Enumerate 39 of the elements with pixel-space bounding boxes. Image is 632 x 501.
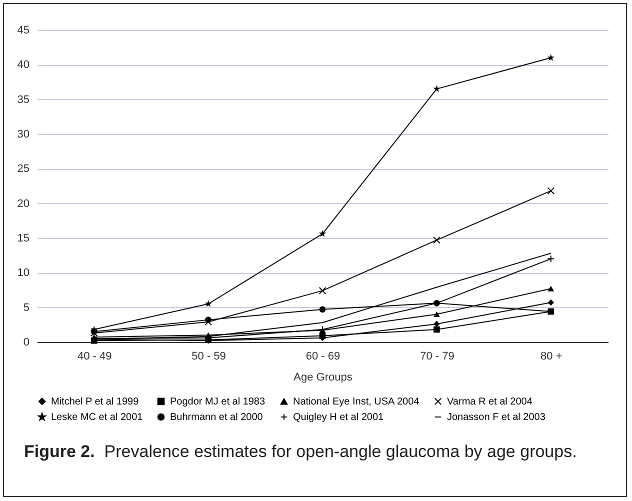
legend-label: Quigley H et al 2001 — [293, 412, 384, 423]
point — [548, 286, 554, 292]
y-tick-label: 30 — [17, 128, 30, 140]
legend-label: Varma R et al 2004 — [447, 396, 533, 408]
y-tick-label: 40 — [17, 59, 30, 72]
x-tick-label: 50 - 59 — [192, 350, 226, 362]
x-axis-title: Age Groups — [294, 372, 353, 384]
point — [548, 299, 554, 306]
point — [547, 54, 555, 61]
legend-label: Leske MC et al 2001 — [51, 412, 144, 423]
legend-label: Jonasson F et al 2003 — [447, 412, 546, 423]
point — [319, 306, 326, 313]
point — [318, 287, 326, 294]
point — [204, 300, 212, 307]
x-tick-label: 70 - 79 — [420, 350, 454, 362]
text: Figure 2. Prevalence estimates for open-angle glaucoma by age groups. — [24, 441, 578, 463]
x-tick-label: 40 - 49 — [77, 350, 112, 362]
point — [434, 312, 440, 318]
point — [433, 236, 440, 244]
point — [433, 85, 440, 92]
y-tick-label: 10 — [17, 267, 30, 280]
y-tick-label: 35 — [17, 94, 30, 106]
y-tick-label: 5 — [23, 302, 30, 314]
y-tick-label: 15 — [17, 232, 30, 244]
y-tick-label: 45 — [17, 24, 30, 36]
legend-label: Pogdor MJ et al 1983 — [170, 396, 266, 408]
y-tick-label: 20 — [17, 198, 30, 210]
y-tick-label: 25 — [17, 163, 30, 176]
y-tick-label: 0 — [23, 336, 30, 348]
point — [434, 326, 440, 333]
x-tick-label: 60 - 69 — [306, 350, 340, 362]
legend-label: National Eye Inst, USA 2004 — [293, 396, 420, 408]
point — [547, 255, 555, 262]
legend-label: Mitchel P et al 1999 — [51, 396, 140, 408]
x-tick-label: 80 + — [540, 350, 562, 362]
point — [204, 318, 212, 326]
point — [318, 230, 326, 237]
legend-label: Buhrmann et al 2000 — [170, 412, 264, 423]
point — [547, 187, 555, 195]
